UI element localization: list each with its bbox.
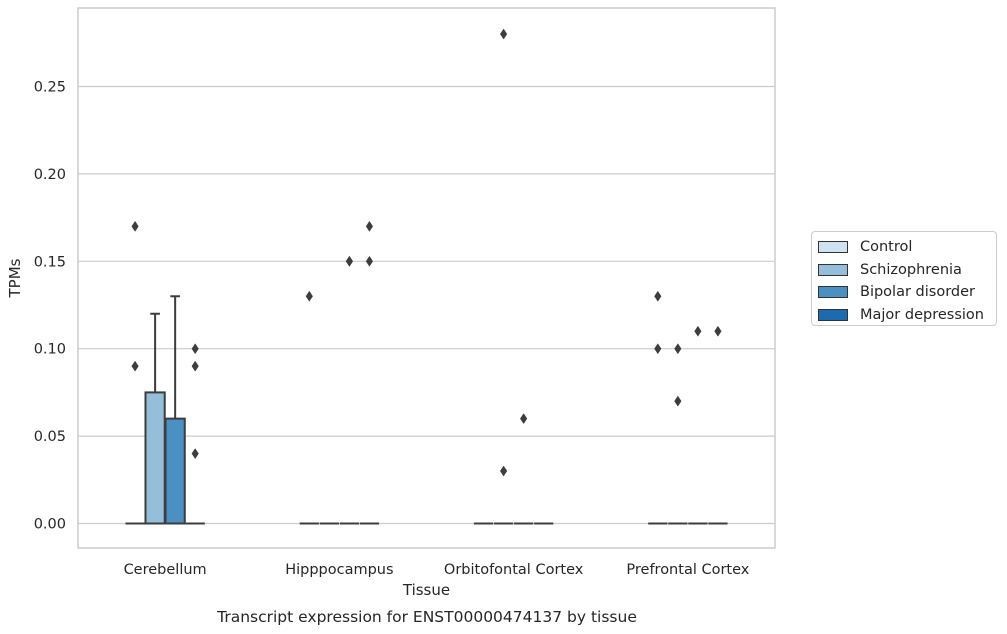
chart-title: Transcript expression for ENST0000047413… bbox=[216, 608, 637, 626]
legend: Control Schizophrenia Bipolar disorder Majo… bbox=[811, 231, 997, 326]
legend-label: Control bbox=[860, 239, 913, 256]
legend-item: Control bbox=[818, 236, 996, 259]
box-group bbox=[299, 290, 319, 525]
outlier-point bbox=[714, 325, 722, 337]
y-tick-label: 0.10 bbox=[34, 342, 66, 358]
x-tick-label: Hipppocampus bbox=[285, 562, 393, 578]
box bbox=[164, 417, 186, 525]
y-tick-label: 0.25 bbox=[34, 80, 66, 96]
outlier-point bbox=[674, 343, 682, 355]
box-group bbox=[648, 290, 668, 525]
legend-swatch bbox=[818, 308, 848, 321]
outlier-point bbox=[520, 413, 528, 425]
legend-item: Schizophrenia bbox=[818, 259, 996, 282]
box-group bbox=[493, 28, 514, 525]
outlier-point bbox=[305, 290, 313, 302]
legend-label: Schizophrenia bbox=[860, 261, 962, 278]
box-group bbox=[339, 255, 360, 525]
outlier-point bbox=[500, 465, 508, 477]
box-group bbox=[359, 220, 380, 525]
box-group bbox=[668, 343, 688, 525]
legend-label: Bipolar disorder bbox=[860, 284, 975, 301]
legend-swatch bbox=[818, 286, 848, 299]
outlier-point bbox=[654, 290, 662, 302]
box bbox=[144, 391, 166, 525]
outlier-point bbox=[694, 325, 702, 337]
box-group bbox=[164, 295, 186, 525]
outlier-point bbox=[345, 255, 353, 267]
box-group bbox=[185, 343, 205, 525]
y-tick-label: 0.20 bbox=[34, 167, 66, 183]
box-group bbox=[125, 220, 145, 525]
outlier-point bbox=[191, 448, 199, 460]
x-tick-label: Prefrontal Cortex bbox=[626, 562, 749, 578]
box-group bbox=[514, 413, 534, 525]
legend-swatch bbox=[818, 263, 848, 276]
box-groups bbox=[125, 28, 728, 525]
x-axis-label: Tissue bbox=[402, 581, 450, 599]
outlier-point bbox=[500, 28, 508, 40]
plot-area bbox=[78, 8, 775, 548]
x-tick-label: Orbitofontal Cortex bbox=[444, 562, 584, 578]
y-tick-label: 0.00 bbox=[34, 517, 66, 533]
x-tick-labels: Cerebellum Hipppocampus Orbitofontal Corte… bbox=[124, 562, 750, 578]
legend-item: Bipolar disorder bbox=[818, 281, 996, 304]
legend-swatch bbox=[818, 241, 848, 254]
x-tick-label: Cerebellum bbox=[124, 562, 207, 578]
outlier-point bbox=[131, 360, 139, 372]
y-tick-labels: 0.00 0.05 0.10 0.15 0.20 0.25 bbox=[34, 80, 66, 533]
box-group bbox=[688, 325, 708, 525]
outlier-point bbox=[191, 360, 199, 372]
y-axis-label: TPMs bbox=[6, 258, 24, 298]
legend-label: Major depression bbox=[860, 306, 984, 323]
outlier-point bbox=[674, 395, 682, 407]
outlier-point bbox=[365, 220, 374, 232]
outlier-point bbox=[654, 343, 662, 355]
plot-frame bbox=[77, 7, 776, 549]
outlier-point bbox=[131, 220, 139, 232]
y-tick-label: 0.15 bbox=[34, 254, 66, 270]
box-group bbox=[708, 325, 728, 525]
y-tick-label: 0.05 bbox=[34, 429, 66, 445]
outlier-point bbox=[365, 255, 374, 267]
legend-item: Major depression bbox=[818, 304, 996, 327]
outlier-point bbox=[191, 343, 199, 355]
